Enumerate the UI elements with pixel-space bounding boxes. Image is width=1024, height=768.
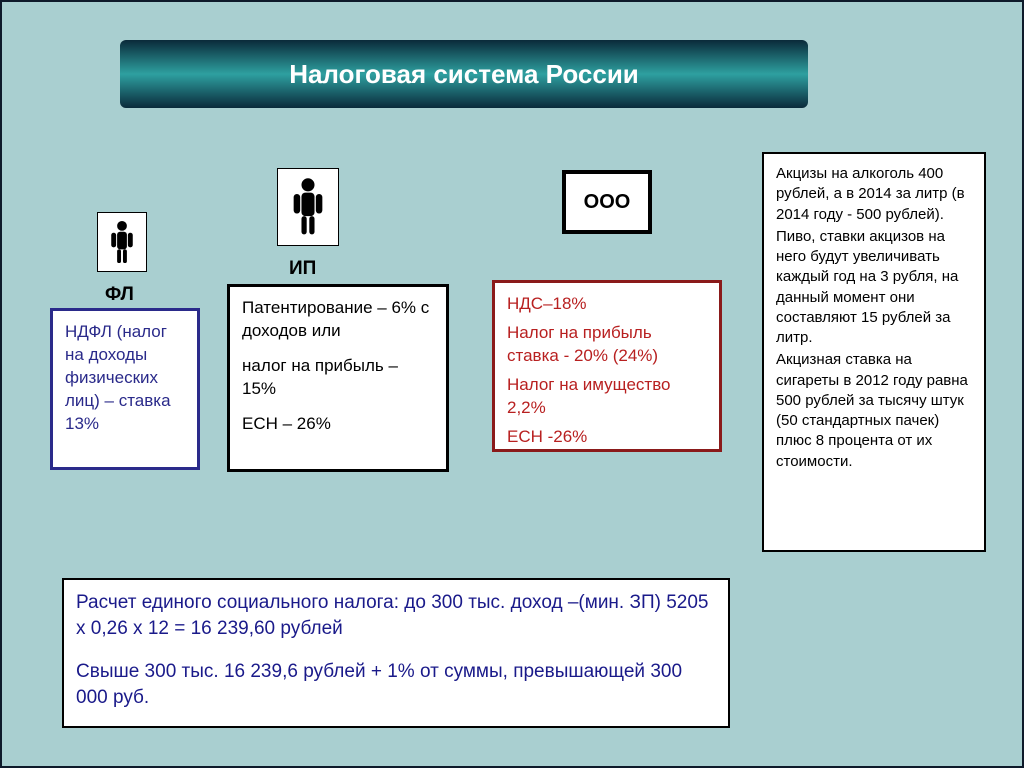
ooo-symbol-text: ООО — [584, 191, 631, 214]
box-excise: Акцизы на алкоголь 400 рублей, а в 2014 … — [762, 152, 986, 552]
box-line: ЕСН -26% — [507, 426, 707, 449]
box-line: НДФЛ (налог на доходы физических лиц) – … — [65, 321, 185, 436]
slide-title-text: Налоговая система России — [289, 59, 639, 90]
box-ooo: НДС–18% Налог на прибыль ставка - 20% (24… — [492, 280, 722, 452]
box-line: Свыше 300 тыс. 16 239,6 рублей + 1% от с… — [76, 659, 716, 710]
box-line: Акцизы на алкоголь 400 рублей, а в 2014 … — [776, 164, 972, 225]
box-line: Акцизная ставка на сигареты в 2012 году … — [776, 350, 972, 472]
slide-root: Налоговая система России ООО ФЛ ИП НДФЛ … — [0, 0, 1024, 768]
box-fl: НДФЛ (налог на доходы физических лиц) – … — [50, 308, 200, 470]
box-line: Пиво, ставки акцизов на него будут увели… — [776, 227, 972, 349]
box-line: НДС–18% — [507, 293, 707, 316]
box-line: Патентирование – 6% с доходов или — [242, 297, 434, 343]
box-line: Налог на прибыль ставка - 20% (24%) — [507, 322, 707, 368]
ooo-symbol-box: ООО — [562, 170, 652, 234]
person-icon-fl — [97, 212, 147, 272]
label-fl: ФЛ — [105, 284, 134, 306]
label-ip: ИП — [289, 258, 316, 280]
box-ip: Патентирование – 6% с доходов или налог н… — [227, 284, 449, 472]
box-line: ЕСН – 26% — [242, 413, 434, 436]
person-glyph — [107, 220, 137, 265]
box-line: Расчет единого социального налога: до 30… — [76, 590, 716, 641]
person-icon-ip — [277, 168, 339, 246]
slide-title-bar: Налоговая система России — [120, 40, 808, 108]
box-calc: Расчет единого социального налога: до 30… — [62, 578, 730, 728]
box-line: Налог на имущество 2,2% — [507, 374, 707, 420]
person-glyph — [288, 177, 328, 237]
box-line: налог на прибыль – 15% — [242, 355, 434, 401]
